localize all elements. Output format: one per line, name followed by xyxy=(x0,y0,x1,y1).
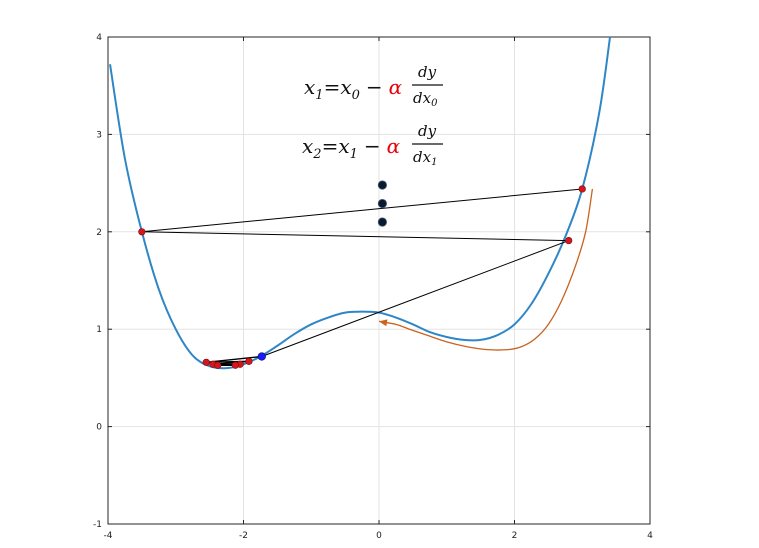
update-formula-1: x1=x0− α dy dx0 xyxy=(304,63,443,109)
update-formula-2: x2=x1− α dy dx1 xyxy=(302,122,443,168)
iterate-point xyxy=(578,185,586,193)
tick-labels: -4 -2 0 2 4 -1 0 1 2 3 4 xyxy=(93,33,653,541)
x-tick-label: 2 xyxy=(512,531,518,541)
descent-arrow xyxy=(378,188,594,351)
descent-arrow-head xyxy=(379,319,388,327)
y-tick-label: 0 xyxy=(96,423,102,433)
gradient-step-line xyxy=(141,231,569,242)
formula-2-lhs: x2=x1− α xyxy=(302,134,401,162)
y-tick-label: 3 xyxy=(96,130,102,140)
gradient-path-lines xyxy=(141,188,583,366)
formula-2-denominator: dx1 xyxy=(413,148,437,168)
x-tick-label: -2 xyxy=(239,531,248,541)
x-tick-label: 4 xyxy=(647,531,653,541)
y-tick-label: 4 xyxy=(96,33,102,43)
y-tick-label: 2 xyxy=(96,228,102,238)
ellipsis-dot xyxy=(377,180,387,190)
ellipsis-dot xyxy=(377,217,387,227)
x-tick-label: 0 xyxy=(376,531,382,541)
loss-curve xyxy=(109,36,612,370)
y-tick-label: -1 xyxy=(93,520,102,530)
gradient-step-line xyxy=(261,240,569,357)
gradient-step-line xyxy=(141,188,583,233)
iterate-point xyxy=(565,236,573,245)
iterate-point xyxy=(245,357,253,365)
final-point xyxy=(257,352,266,361)
gradient-path-points xyxy=(138,185,586,369)
x-tick-label: -4 xyxy=(104,531,113,541)
iterate-point xyxy=(138,228,146,236)
formula-1-denominator: dx0 xyxy=(413,89,438,109)
y-tick-label: 1 xyxy=(96,325,102,335)
ellipsis-dot xyxy=(377,198,387,209)
formula-2-numerator: dy xyxy=(418,122,437,140)
ellipsis-dots xyxy=(377,180,387,227)
iterate-point xyxy=(231,361,239,369)
iterate-point xyxy=(214,361,222,369)
formula-1-lhs: x1=x0− α xyxy=(304,75,403,103)
grid xyxy=(107,36,651,525)
iterate-point xyxy=(202,358,210,366)
formula-1-numerator: dy xyxy=(418,63,437,81)
gradient-step-line xyxy=(206,355,262,364)
axis-ticks xyxy=(107,36,651,525)
